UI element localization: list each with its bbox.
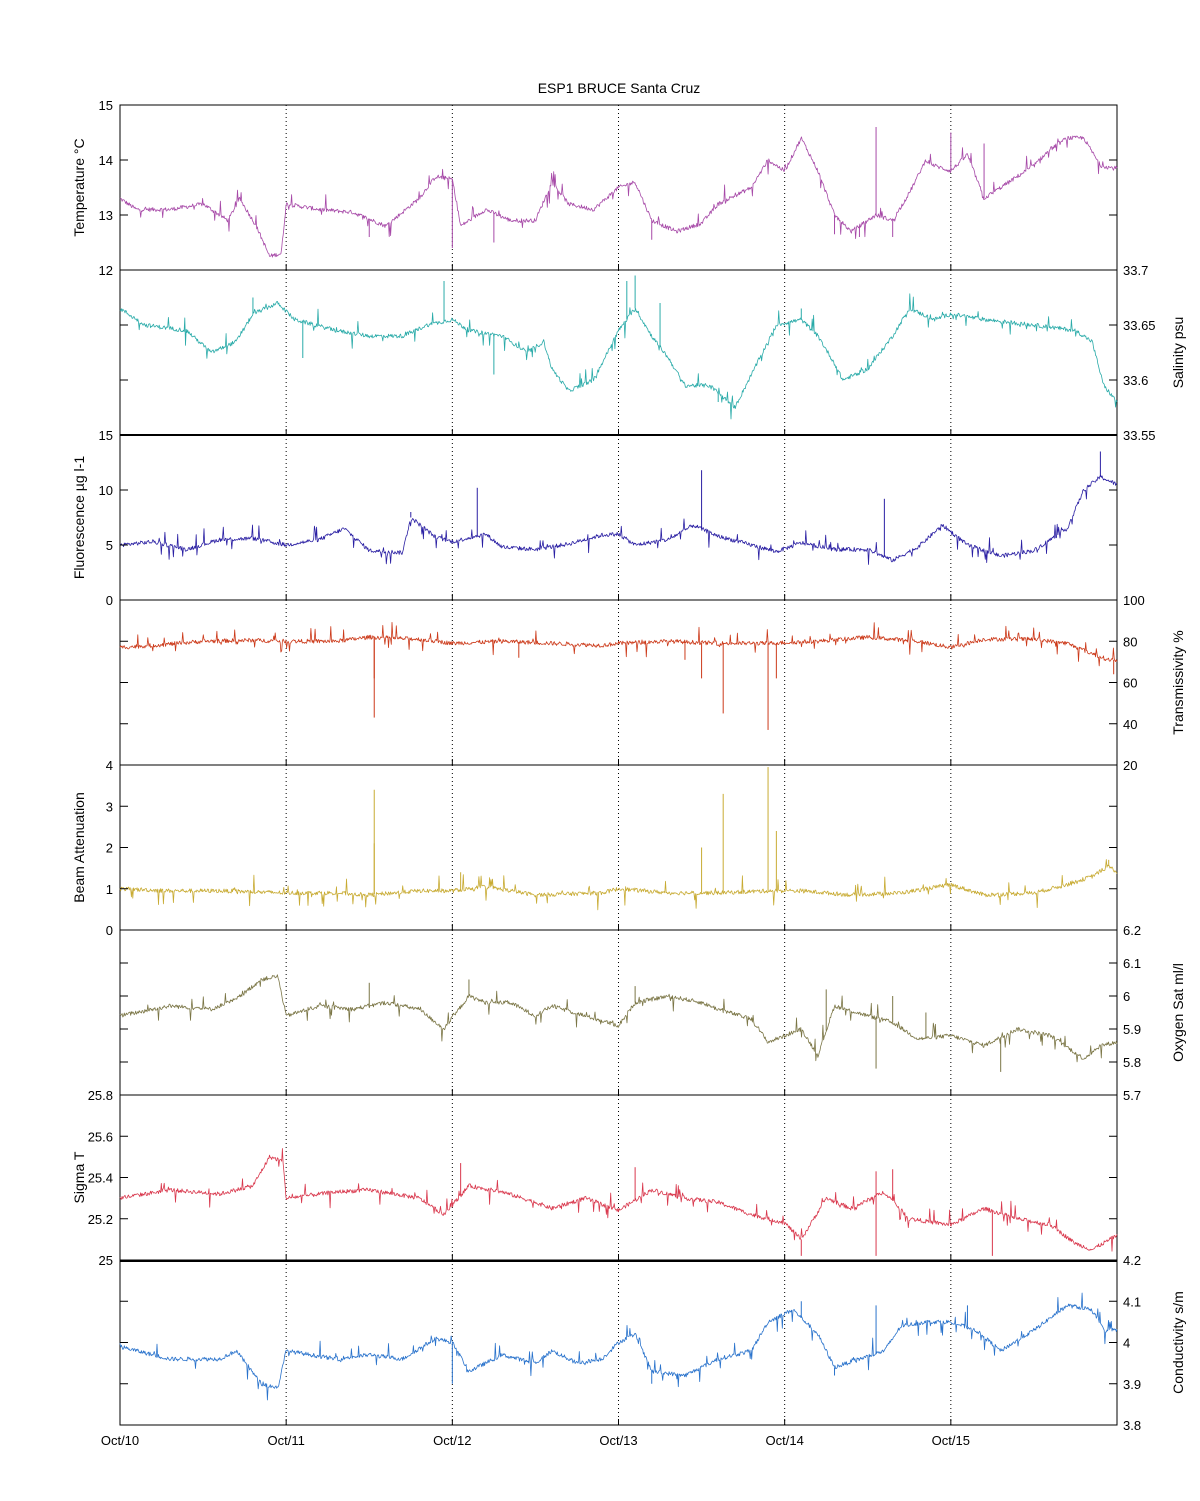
y-axis-label-sigma_t: Sigma T [71,1151,87,1203]
panel-conductivity: 3.8 3.9 4 4.1 4.2 Conductivity s/m [119,1253,1186,1433]
y-tick-label: 6 [1123,989,1130,1004]
y-tick-label: 6.1 [1123,956,1141,971]
x-axis: Oct/10 Oct/11 Oct/12 Oct/13 Oct/14 Oct/15 [101,1433,970,1448]
y-tick-label: 4.2 [1123,1253,1141,1268]
y-axis-label-transmissivity: Transmissivity % [1170,630,1186,735]
panel-salinity: 33.55 33.6 33.65 33.7 Salinity psu [119,263,1186,443]
y-tick-label: 33.55 [1123,428,1156,443]
y-tick-label: 3.8 [1123,1418,1141,1433]
y-tick-label: 1 [106,882,113,897]
y-tick-label: 15 [99,428,113,443]
y-tick-label: 0 [106,593,113,608]
y-tick-label: 5.9 [1123,1022,1141,1037]
y-axis-label-temperature: Temperature °C [71,138,87,236]
y-tick-label: 0 [106,923,113,938]
series-line-transmissivity [119,622,1118,667]
x-tick-label: Oct/10 [101,1433,139,1448]
y-tick-label: 60 [1123,676,1137,691]
y-tick-label: 12 [99,263,113,278]
x-tick-label: Oct/13 [599,1433,637,1448]
y-tick-label: 5.7 [1123,1088,1141,1103]
y-tick-label: 20 [1123,758,1137,773]
y-tick-label: 4.1 [1123,1294,1141,1309]
y-tick-label: 33.6 [1123,373,1148,388]
y-axis-label-conductivity: Conductivity s/m [1170,1291,1186,1394]
y-axis-label-beam_attenuation: Beam Attenuation [71,792,87,903]
y-axis-label-salinity: Salinity psu [1170,317,1186,389]
y-tick-label: 25.4 [88,1171,113,1186]
y-tick-label: 25.8 [88,1088,113,1103]
y-tick-label: 25.2 [88,1212,113,1227]
y-tick-label: 25.6 [88,1129,113,1144]
y-tick-label: 5 [106,538,113,553]
y-tick-label: 10 [99,483,113,498]
y-tick-label: 25 [99,1253,113,1268]
series-line-sigma_t [119,1148,1118,1252]
y-tick-label: 33.65 [1123,318,1156,333]
y-tick-label: 14 [99,153,113,168]
y-tick-label: 2 [106,841,113,856]
y-tick-label: 3 [106,799,113,814]
series-line-salinity [119,293,1118,420]
series-line-temperature [119,135,1118,258]
y-axis-label-oxygen_sat: Oxygen Sat ml/l [1170,963,1186,1062]
y-tick-label: 33.7 [1123,263,1148,278]
chart-title: ESP1 BRUCE Santa Cruz [538,80,701,96]
x-tick-label: Oct/14 [766,1433,804,1448]
x-tick-label: Oct/11 [267,1433,304,1448]
y-tick-label: 6.2 [1123,923,1141,938]
y-tick-label: 3.9 [1123,1377,1141,1392]
series-line-beam_attenuation [119,859,1118,911]
y-tick-label: 4 [1123,1336,1130,1351]
y-axis-label-fluorescence: Fluorescence µg l-1 [71,456,87,579]
y-tick-label: 5.8 [1123,1055,1141,1070]
x-tick-label: Oct/15 [932,1433,970,1448]
series-line-oxygen_sat [119,974,1118,1063]
x-tick-label: Oct/12 [433,1433,471,1448]
series-line-conductivity [119,1292,1118,1401]
y-tick-label: 40 [1123,717,1137,732]
y-tick-label: 13 [99,208,113,223]
y-tick-label: 4 [106,758,113,773]
y-tick-label: 80 [1123,634,1137,649]
panel-transmissivity: 20 40 60 80 100 Transmissivity % [119,593,1186,773]
y-tick-label: 100 [1123,593,1145,608]
series-line-fluorescence [119,474,1117,565]
y-tick-label: 15 [99,98,113,113]
